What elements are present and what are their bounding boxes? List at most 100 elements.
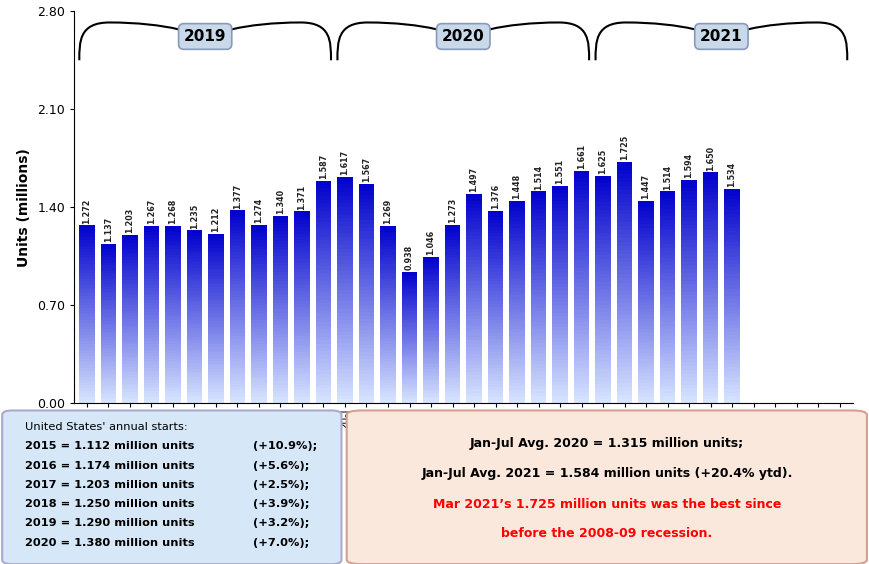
Bar — [594, 271, 610, 274]
Bar — [208, 369, 223, 372]
Bar — [187, 276, 202, 279]
Bar — [680, 270, 696, 273]
Bar — [680, 340, 696, 343]
Bar — [272, 338, 288, 341]
Bar — [574, 271, 588, 275]
Bar — [552, 273, 567, 276]
Bar — [638, 390, 653, 393]
Bar — [229, 227, 245, 230]
Bar — [251, 373, 267, 377]
Bar — [315, 389, 331, 392]
Bar — [508, 211, 524, 214]
Bar — [315, 351, 331, 355]
Bar — [594, 183, 610, 187]
Bar — [530, 266, 546, 269]
Bar — [594, 240, 610, 244]
Bar — [702, 272, 718, 276]
Bar — [101, 302, 116, 305]
Bar — [552, 284, 567, 288]
Bar — [724, 353, 739, 357]
Bar — [552, 327, 567, 331]
Bar — [251, 279, 267, 281]
Bar — [574, 233, 588, 237]
Text: 1.534: 1.534 — [726, 162, 736, 187]
Bar — [380, 249, 395, 252]
Bar — [380, 255, 395, 258]
Bar — [165, 380, 181, 382]
Bar — [294, 231, 309, 233]
Bar — [702, 280, 718, 284]
Bar — [79, 341, 95, 344]
Bar — [616, 359, 632, 363]
Bar — [444, 276, 460, 279]
Bar — [143, 288, 159, 291]
Bar — [530, 255, 546, 258]
Bar — [680, 385, 696, 389]
Bar — [187, 250, 202, 253]
Bar — [229, 342, 245, 345]
Bar — [466, 208, 481, 211]
Bar — [466, 274, 481, 277]
Bar — [508, 261, 524, 265]
Bar — [380, 237, 395, 240]
Bar — [79, 332, 95, 335]
Bar — [208, 298, 223, 301]
Bar — [337, 283, 352, 287]
Bar — [229, 265, 245, 268]
Bar — [165, 327, 181, 329]
Bar — [79, 323, 95, 326]
Bar — [724, 196, 739, 199]
Bar — [143, 267, 159, 270]
Bar — [165, 237, 181, 240]
Bar — [380, 264, 395, 267]
Bar — [508, 224, 524, 228]
Bar — [466, 201, 481, 204]
Bar — [594, 259, 610, 263]
Bar — [680, 221, 696, 224]
Bar — [272, 306, 288, 310]
Bar — [724, 342, 739, 346]
Bar — [337, 354, 352, 358]
Bar — [272, 319, 288, 322]
Bar — [187, 389, 202, 392]
Bar — [337, 388, 352, 392]
Bar — [680, 299, 696, 303]
Bar — [79, 373, 95, 377]
Text: 2020: 2020 — [441, 29, 484, 44]
Bar — [337, 180, 352, 184]
Bar — [508, 309, 524, 312]
Bar — [552, 255, 567, 258]
Bar — [101, 244, 116, 246]
Bar — [272, 281, 288, 284]
Bar — [724, 357, 739, 360]
Bar — [659, 333, 674, 336]
Bar — [702, 288, 718, 292]
Bar — [423, 308, 438, 311]
Bar — [165, 299, 181, 303]
Bar — [508, 295, 524, 298]
Bar — [272, 241, 288, 244]
Bar — [488, 377, 502, 381]
Bar — [208, 250, 223, 253]
Bar — [251, 311, 267, 314]
Bar — [444, 359, 460, 362]
Bar — [508, 346, 524, 349]
Bar — [122, 283, 137, 285]
Bar — [251, 377, 267, 380]
Bar — [574, 202, 588, 206]
Bar — [724, 203, 739, 206]
Bar — [680, 373, 696, 377]
Bar — [616, 283, 632, 287]
Bar — [659, 199, 674, 202]
Bar — [143, 386, 159, 389]
Bar — [616, 387, 632, 391]
Bar — [187, 363, 202, 366]
Bar — [315, 359, 331, 363]
Bar — [101, 342, 116, 345]
Bar — [251, 240, 267, 243]
Bar — [574, 341, 588, 345]
Bar — [508, 302, 524, 305]
Bar — [79, 270, 95, 272]
Bar — [444, 237, 460, 240]
Bar — [143, 249, 159, 253]
